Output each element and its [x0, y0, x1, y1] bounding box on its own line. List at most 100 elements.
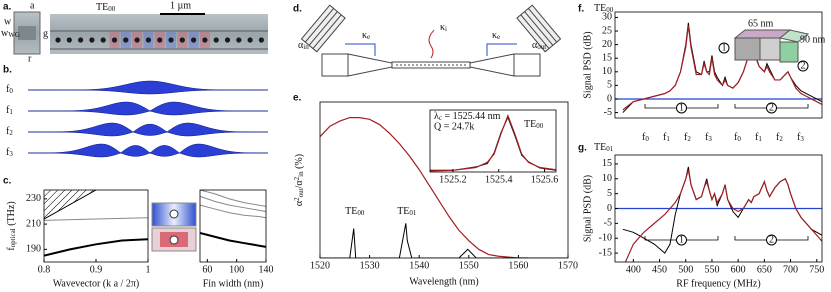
text-part: 01: [409, 209, 417, 217]
text-part: f: [705, 132, 709, 143]
mode-envelope: [27, 101, 269, 116]
hole: [168, 37, 174, 43]
dim-label: wWG: [1, 28, 20, 39]
device-schematic: [300, 4, 562, 77]
mode-envelope: [27, 143, 269, 158]
text-part: optical: [9, 228, 17, 247]
symbol: αin: [298, 40, 309, 51]
text-part: TE: [345, 206, 357, 217]
plot-area: [430, 110, 556, 172]
x-tick-label: 1530: [360, 260, 380, 271]
region-marker: [718, 42, 730, 54]
x-tick-label: 1560: [508, 260, 528, 271]
hole: [224, 37, 231, 43]
y-tick-label: 15: [602, 53, 612, 64]
dim-label: r: [28, 53, 32, 64]
y-axis-label: Signal PSD (dB): [582, 175, 593, 242]
symbol: αout: [532, 40, 546, 51]
text-part: 2: [9, 129, 13, 137]
text-part: 1: [666, 135, 670, 143]
text-part: (THz): [6, 201, 17, 228]
symbol: κe: [492, 30, 500, 41]
mode-label: f2: [6, 126, 13, 137]
text-part: α: [294, 200, 305, 206]
hole: [202, 37, 208, 43]
text-part: e: [367, 33, 370, 41]
hole: [191, 37, 197, 43]
hole: [179, 37, 185, 43]
region-label: 2: [769, 102, 774, 113]
text-part: f: [776, 132, 780, 143]
y-tick-label: 25: [602, 25, 612, 36]
region-label: 1: [722, 42, 727, 53]
text-part: f: [6, 105, 10, 116]
y-tick-label: 5: [607, 188, 612, 199]
mode-label: f2: [684, 132, 691, 143]
y-tick-label: 190: [26, 244, 41, 255]
text-part: f: [684, 132, 688, 143]
text-part: κ: [362, 30, 367, 41]
text-part: f: [6, 147, 10, 158]
y-tick-label: -15: [599, 247, 612, 258]
text-part: α: [532, 40, 538, 51]
text-part: f: [663, 132, 667, 143]
text-part: 3: [708, 135, 712, 143]
mode-label: f3: [6, 147, 13, 158]
x-tick-label: 1525.4: [485, 174, 513, 185]
mode-label: TE00: [96, 2, 116, 13]
y-tick-label: 230: [26, 193, 41, 204]
mode-label: f0: [734, 132, 741, 143]
hole: [157, 37, 163, 43]
series-line: [200, 204, 266, 219]
x-tick-label: 1525.2: [439, 174, 467, 185]
scale-label: 1 µm: [170, 0, 191, 11]
symbol: κi: [440, 22, 447, 33]
text-part: f: [734, 132, 738, 143]
x-tick-label: 1520: [310, 260, 330, 271]
taper: [347, 53, 393, 77]
text-part: in: [297, 171, 305, 177]
x-tick-label: 550: [704, 264, 719, 275]
panel-label: b.: [3, 65, 12, 76]
plot-area: [200, 190, 266, 262]
chart: 0.8 0.9 1 190 210 230 Wavevector (k a / 2π) fop…: [6, 189, 151, 289]
annotation: TE00: [524, 119, 544, 130]
plot: [320, 117, 568, 258]
y-axis-label: Signal PSD (dB): [582, 31, 593, 98]
mode-overlay: [55, 32, 264, 48]
hole: [213, 37, 219, 43]
text-part: (%): [294, 154, 305, 172]
text-part: α: [298, 40, 304, 51]
mode-label: f3: [797, 132, 804, 143]
plot-frame: [319, 101, 569, 259]
annotation: TE01: [397, 206, 417, 217]
x-axis-label: Wavelength (nm): [409, 276, 478, 287]
text-part: 2: [779, 135, 783, 143]
dim-label: 90 nm: [800, 34, 826, 45]
chart: 60 100 140 Fin width (nm): [199, 189, 274, 289]
text-part: 3: [800, 135, 804, 143]
text-part: out: [537, 43, 546, 51]
waveguide-core: [18, 26, 36, 40]
hole: [78, 37, 84, 43]
plot-area: [615, 12, 822, 118]
coupler: [513, 53, 541, 77]
fiber-line: [312, 14, 342, 49]
text-part: TE: [96, 2, 108, 13]
y-tick-label: -5: [604, 107, 612, 118]
panel-label: e.: [293, 93, 302, 104]
dim-label: g: [43, 28, 48, 39]
x-tick-label: 500: [678, 264, 693, 275]
annotation: Q = 24.7k: [434, 121, 474, 132]
x-tick-label: 100: [229, 264, 244, 275]
text-part: 1: [758, 135, 762, 143]
plot: [44, 190, 148, 257]
text-part: 0: [645, 135, 649, 143]
x-tick-label: 1540: [409, 260, 429, 271]
dim-label: w: [4, 16, 12, 27]
chart: 1525.2 1525.4 1525.6 λc = 1525.44 nmQ = 24.…: [429, 109, 558, 185]
x-axis-label: Wavevector (k a / 2π): [53, 278, 139, 289]
taper: [469, 53, 515, 77]
arrow: [345, 43, 376, 56]
text-part: κ: [440, 22, 445, 33]
